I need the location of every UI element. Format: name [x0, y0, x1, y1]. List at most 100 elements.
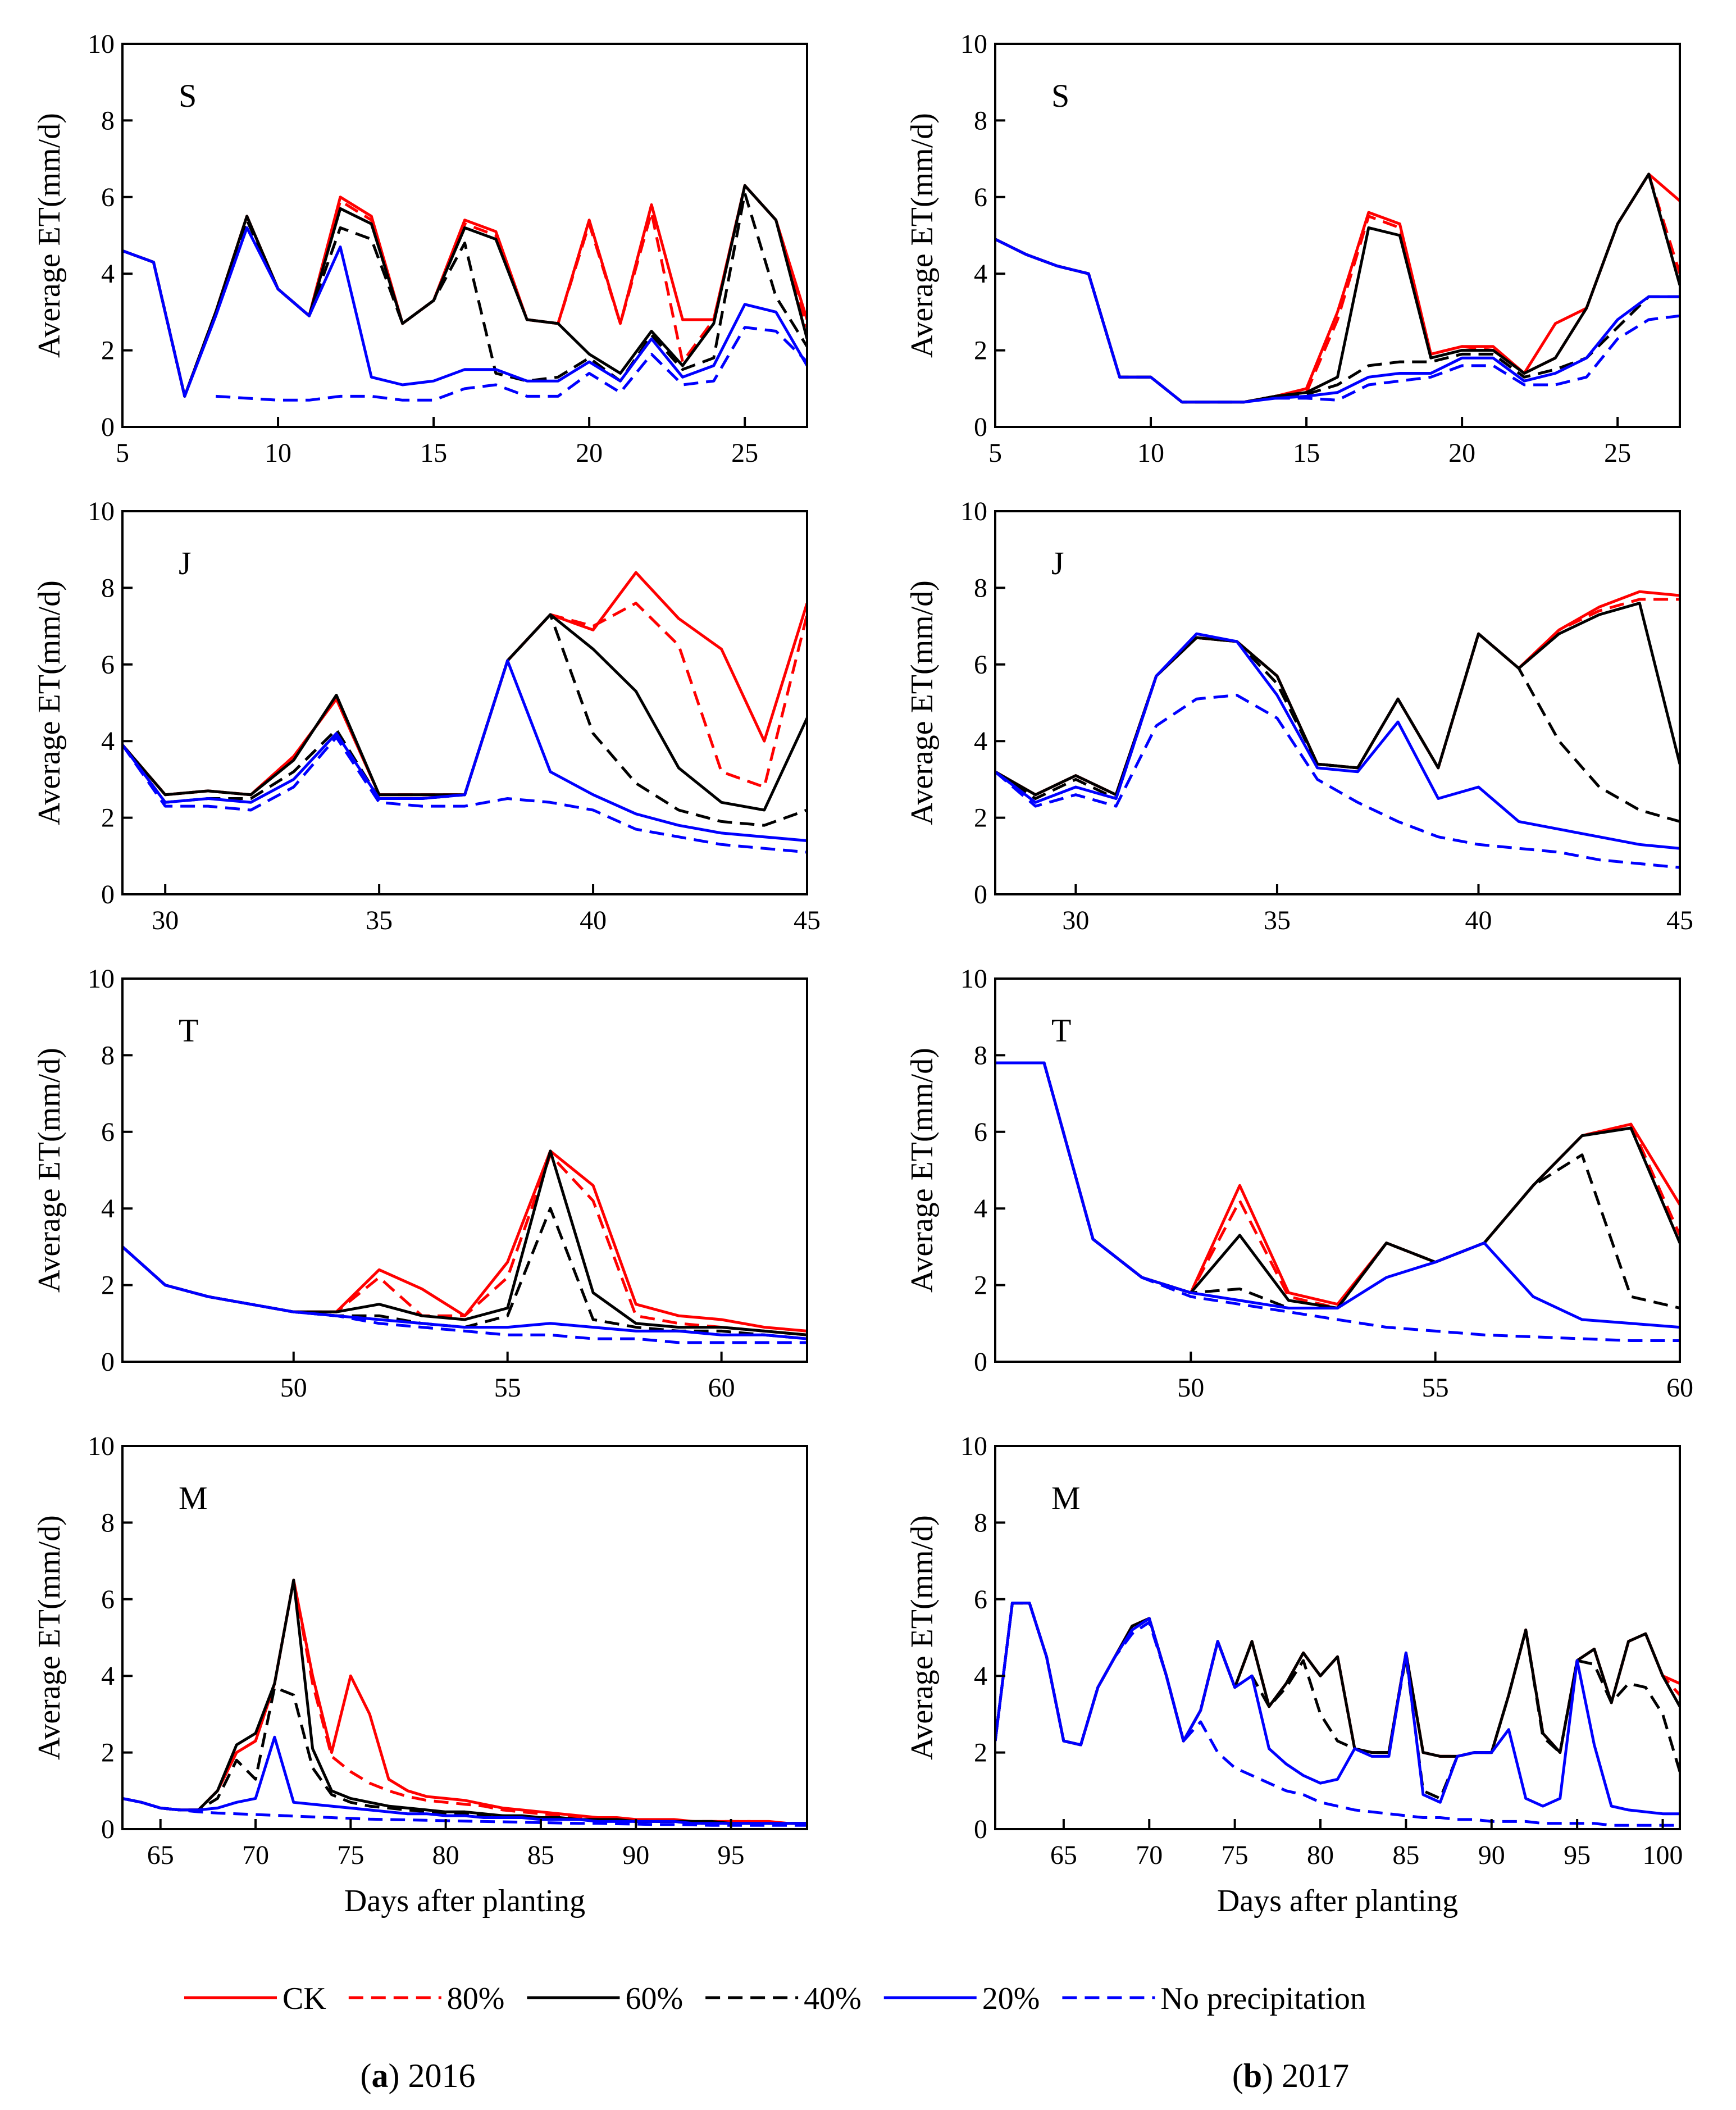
series-line-p80: [122, 1579, 807, 1825]
x-tick-label: 5: [116, 438, 129, 468]
y-axis-title: Average ET(mm/d): [32, 1048, 67, 1293]
legend-item-p60: 60%: [527, 1981, 683, 2016]
y-tick-label: 8: [101, 573, 115, 603]
x-tick-label: 35: [366, 906, 393, 935]
legend-label-none: No precipitation: [1160, 1981, 1365, 2016]
x-tick-label: 90: [1478, 1840, 1505, 1870]
panel-j-b: 0 2 4 6 8 10 30 35 40 45 Average ET(mm/d) J: [905, 497, 1693, 935]
series-line-none: [122, 1245, 807, 1344]
y-tick-label: 2: [101, 336, 115, 366]
caption-a-year: 2016: [408, 2057, 475, 2094]
x-tick-label: 55: [494, 1373, 521, 1403]
y-tick-label: 8: [974, 1040, 987, 1070]
x-tick-label: 50: [1177, 1373, 1204, 1403]
x-tick-label: 15: [420, 438, 447, 468]
x-tick-label: 30: [152, 906, 179, 935]
series-line-p60: [995, 1602, 1680, 1758]
series-line-ck: [122, 1579, 807, 1825]
panel-label: S: [1051, 78, 1069, 114]
panel-m-a: 0 2 4 6 8 10 65 70 75 80 85 90 95 Average ET(mm/d) M Da…: [32, 1431, 808, 1918]
x-tick-label: 60: [708, 1373, 735, 1403]
y-tick-label: 8: [101, 1508, 115, 1538]
series-line-ck: [995, 1061, 1680, 1306]
y-tick-label: 10: [960, 497, 987, 526]
series-line-p20: [995, 1602, 1680, 1816]
y-tick-label: 6: [974, 1117, 987, 1147]
y-tick-label: 0: [101, 880, 115, 910]
y-tick-label: 10: [88, 29, 115, 59]
y-tick-label: 8: [101, 106, 115, 135]
x-tick-label: 10: [1137, 438, 1164, 468]
series-line-p40: [995, 632, 1680, 823]
x-tick-label: 50: [280, 1373, 307, 1403]
y-tick-label: 2: [974, 1738, 987, 1768]
x-tick-label: 30: [1062, 906, 1089, 935]
x-tick-label: 10: [265, 438, 291, 468]
x-tick-label: 65: [1050, 1840, 1077, 1870]
series-line-ck: [995, 172, 1680, 404]
panel-s-b-series: [995, 172, 1680, 404]
legend-item-none: No precipitation: [1062, 1981, 1366, 2016]
x-tick-label: 40: [1465, 906, 1492, 935]
panel-t-b-series: [995, 1061, 1680, 1342]
y-axis-title: Average ET(mm/d): [905, 580, 940, 825]
panel-t-a: 0 2 4 6 8 10 50 55 60 Average ET(mm/d) T: [32, 964, 808, 1403]
caption-a-letter: a: [372, 2057, 389, 2094]
caption-b-text: (b) 2017: [1232, 2057, 1349, 2094]
series-line-p20: [995, 632, 1680, 850]
series-line-none: [995, 1061, 1680, 1342]
series-line-p60: [995, 1061, 1680, 1309]
panel-s-b: 0 2 4 6 8 10 5 10 15 20 25 Average ET(mm/d) S: [905, 29, 1681, 468]
series-line-p20: [122, 659, 807, 842]
series-line-p40: [995, 1061, 1680, 1309]
y-tick-label: 0: [974, 412, 987, 442]
x-tick-label: 15: [1293, 438, 1320, 468]
legend-label-p60: 60%: [625, 1981, 683, 2016]
y-tick-label: 2: [974, 803, 987, 833]
y-tick-label: 4: [974, 1194, 987, 1224]
y-tick-label: 10: [88, 497, 115, 526]
legend-item-p40: 40%: [705, 1981, 862, 2016]
y-tick-label: 0: [101, 1815, 115, 1844]
series-line-p80: [995, 172, 1680, 404]
series-line-p40: [122, 192, 807, 398]
y-tick-label: 8: [974, 573, 987, 603]
panel-j-a-series: [122, 571, 807, 854]
y-tick-label: 2: [974, 1271, 987, 1300]
series-line-p80: [995, 1602, 1680, 1758]
panel-label: M: [179, 1480, 208, 1516]
y-tick-label: 4: [101, 1661, 115, 1691]
x-tick-label: 80: [432, 1840, 459, 1870]
panel-label: T: [1051, 1012, 1071, 1049]
x-tick-label: 100: [1643, 1840, 1683, 1870]
x-tick-label: 25: [731, 438, 758, 468]
x-tick-label: 25: [1604, 438, 1631, 468]
y-axis-title: Average ET(mm/d): [32, 1515, 67, 1760]
panel-s-a: 0 2 4 6 8 10 5 10 15 20 25 Average ET(mm/d) S: [32, 29, 808, 468]
y-tick-label: 0: [101, 1347, 115, 1377]
y-tick-label: 6: [101, 1117, 115, 1147]
legend-item-p80: 80%: [348, 1981, 504, 2016]
x-tick-label: 45: [1666, 906, 1693, 935]
x-tick-label: 55: [1422, 1373, 1449, 1403]
y-tick-label: 4: [974, 726, 987, 756]
series-line-ck: [122, 1149, 807, 1333]
x-tick-label: 65: [147, 1840, 174, 1870]
series-line-p80: [122, 602, 807, 797]
y-tick-label: 8: [101, 1040, 115, 1070]
series-line-p80: [995, 1061, 1680, 1309]
legend-label-p40: 40%: [804, 1981, 862, 2016]
y-tick-label: 4: [101, 1194, 115, 1224]
x-tick-label: 75: [337, 1840, 364, 1870]
x-tick-label: 95: [718, 1840, 745, 1870]
y-tick-label: 4: [101, 726, 115, 756]
x-axis-title: Days after planting: [344, 1884, 585, 1918]
series-line-none: [995, 1602, 1680, 1827]
y-tick-label: 8: [974, 1508, 987, 1538]
y-tick-label: 10: [88, 964, 115, 994]
x-tick-label: 75: [1222, 1840, 1249, 1870]
series-line-p20: [995, 1061, 1680, 1329]
panel-j-a-frame: [121, 510, 808, 895]
series-line-p60: [122, 613, 807, 812]
